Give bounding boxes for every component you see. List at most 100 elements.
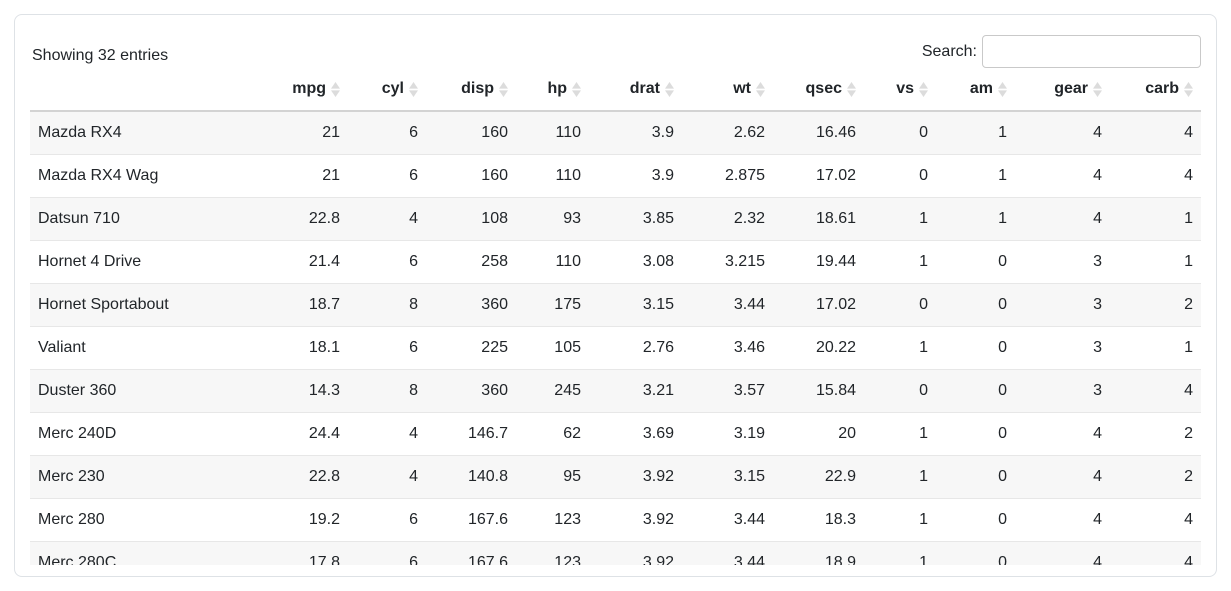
cell-cyl: 6	[409, 339, 418, 356]
cell-cyl: 6	[409, 124, 418, 141]
row-name-cell: Datsun 710	[38, 210, 120, 227]
cell-cyl: 8	[409, 382, 418, 399]
cell-hp: 110	[555, 167, 581, 184]
column-header-mpg[interactable]: mpg	[270, 68, 348, 112]
cell-drat: 2.76	[642, 339, 674, 356]
column-header-vs[interactable]: vs	[864, 68, 936, 112]
sort-icon	[998, 81, 1007, 97]
header-row: mpg cyl disp hp drat wt	[30, 68, 1201, 112]
cell-carb: 2	[1184, 296, 1193, 313]
table-row: Merc 230 22.8 4 140.8 95 3.92 3.15 22.9 …	[30, 455, 1201, 499]
cell-carb: 4	[1184, 554, 1193, 565]
cell-carb: 4	[1184, 124, 1193, 141]
cell-vs: 0	[919, 124, 928, 141]
column-header-disp[interactable]: disp	[426, 68, 516, 112]
cell-am: 0	[998, 468, 1007, 485]
cell-carb: 1	[1184, 339, 1193, 356]
cell-hp: 110	[555, 253, 581, 270]
cell-vs: 1	[919, 511, 928, 528]
cell-qsec: 17.02	[815, 296, 856, 313]
cell-drat: 3.9	[651, 124, 674, 141]
column-label: hp	[547, 80, 567, 97]
cell-disp: 167.6	[467, 511, 508, 528]
column-header-carb[interactable]: carb	[1110, 68, 1201, 112]
cell-vs: 0	[919, 296, 928, 313]
cell-mpg: 14.3	[308, 382, 340, 399]
column-header-name	[30, 68, 270, 112]
cell-drat: 3.21	[642, 382, 674, 399]
cell-disp: 108	[481, 210, 508, 227]
column-header-qsec[interactable]: qsec	[773, 68, 864, 112]
table-row: Hornet 4 Drive 21.4 6 258 110 3.08 3.215…	[30, 241, 1201, 284]
column-header-wt[interactable]: wt	[682, 68, 773, 112]
sort-icon	[409, 81, 418, 97]
column-label: carb	[1145, 80, 1179, 97]
row-name-cell: Mazda RX4	[38, 124, 122, 141]
table-wrapper: mpg cyl disp hp drat wt	[30, 68, 1201, 565]
cell-gear: 3	[1093, 382, 1102, 399]
cell-qsec: 19.44	[815, 253, 856, 270]
search-input[interactable]	[982, 35, 1201, 68]
column-header-hp[interactable]: hp	[516, 68, 589, 112]
column-label: vs	[896, 80, 914, 97]
cell-disp: 146.7	[467, 425, 508, 442]
column-header-cyl[interactable]: cyl	[348, 68, 426, 112]
table-row: Merc 240D 24.4 4 146.7 62 3.69 3.19 20 1…	[30, 413, 1201, 456]
cell-wt: 3.44	[733, 296, 765, 313]
cell-carb: 4	[1184, 382, 1193, 399]
column-label: gear	[1054, 80, 1088, 97]
column-label: disp	[461, 80, 494, 97]
data-table-card: Showing 32 entries Search: mpg	[14, 14, 1217, 577]
cell-qsec: 17.02	[815, 167, 856, 184]
row-name-cell: Merc 240D	[38, 425, 117, 442]
cell-mpg: 19.2	[308, 511, 340, 528]
table-row: Hornet Sportabout 18.7 8 360 175 3.15 3.…	[30, 283, 1201, 327]
cell-hp: 123	[554, 554, 581, 565]
search-label: Search:	[921, 42, 977, 60]
cell-gear: 4	[1093, 425, 1102, 442]
column-label: cyl	[381, 80, 404, 97]
cell-cyl: 6	[409, 554, 418, 565]
column-label: am	[969, 80, 993, 97]
cell-drat: 3.92	[642, 468, 674, 485]
cell-wt: 2.32	[733, 210, 765, 227]
cell-cyl: 4	[409, 468, 418, 485]
cell-qsec: 18.61	[815, 210, 856, 227]
column-header-am[interactable]: am	[936, 68, 1015, 112]
cell-am: 0	[998, 339, 1007, 356]
cell-vs: 1	[919, 210, 928, 227]
cell-cyl: 4	[409, 210, 418, 227]
cell-vs: 1	[919, 425, 928, 442]
cell-drat: 3.9	[651, 167, 674, 184]
cell-vs: 1	[919, 253, 928, 270]
table-toolbar: Showing 32 entries Search:	[30, 35, 1201, 68]
table-row: Mazda RX4 Wag 21 6 160 110 3.9 2.875 17.…	[30, 155, 1201, 198]
cell-hp: 105	[554, 339, 581, 356]
cell-drat: 3.15	[642, 296, 674, 313]
cell-wt: 3.44	[733, 511, 765, 528]
column-header-gear[interactable]: gear	[1015, 68, 1110, 112]
sort-icon	[572, 81, 581, 97]
cell-mpg: 17.8	[308, 554, 340, 565]
cell-wt: 3.57	[733, 382, 765, 399]
table-body: Mazda RX4 21 6 160 110 3.9 2.62 16.46 0 …	[30, 111, 1201, 565]
cell-gear: 3	[1093, 296, 1102, 313]
table-row: Mazda RX4 21 6 160 110 3.9 2.62 16.46 0 …	[30, 111, 1201, 155]
cell-am: 0	[998, 296, 1007, 313]
cell-hp: 110	[555, 124, 581, 141]
cell-gear: 4	[1093, 210, 1102, 227]
row-name-cell: Hornet 4 Drive	[38, 253, 142, 270]
table-row: Merc 280C 17.8 6 167.6 123 3.92 3.44 18.…	[30, 541, 1201, 565]
cell-qsec: 18.9	[824, 554, 856, 565]
showing-entries-text: Showing 32 entries	[32, 47, 169, 64]
cell-qsec: 18.3	[824, 511, 856, 528]
column-label: qsec	[805, 80, 842, 97]
cell-hp: 93	[563, 210, 581, 227]
cell-mpg: 21	[322, 167, 340, 184]
column-header-drat[interactable]: drat	[589, 68, 682, 112]
cell-drat: 3.92	[642, 511, 674, 528]
row-name-cell: Merc 280	[38, 511, 105, 528]
cell-qsec: 20.22	[815, 339, 856, 356]
cell-disp: 360	[481, 382, 508, 399]
cell-hp: 123	[554, 511, 581, 528]
